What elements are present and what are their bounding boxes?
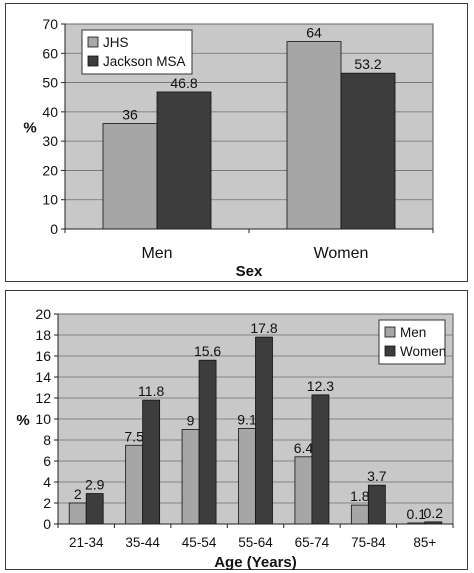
- x-category-label: 35-44: [125, 535, 160, 550]
- legend-swatch: [87, 36, 99, 48]
- y-tick-label: 12: [35, 390, 51, 406]
- x-category-label: 85+: [413, 535, 436, 550]
- legend: Men Women: [378, 319, 446, 365]
- y-tick-label: 20: [42, 162, 58, 178]
- legend-swatch: [384, 345, 396, 357]
- x-category-label: Women: [314, 245, 369, 262]
- legend-label: JHS: [103, 35, 129, 50]
- y-tick-label: 60: [42, 45, 58, 61]
- data-label: 46.8: [170, 75, 197, 91]
- data-label: 36: [122, 107, 138, 123]
- data-label: 3.7: [367, 468, 387, 484]
- data-label: 15.6: [194, 343, 221, 359]
- legend: JHS Jackson MSA: [81, 29, 193, 75]
- bar: [238, 428, 256, 525]
- legend-swatch: [384, 326, 396, 338]
- data-label: 12.3: [307, 378, 334, 394]
- legend-label: Women: [400, 344, 446, 359]
- sex-bar-chart: 0 10 20 30 40 50 60 70 Men 36 46.8 Women 64 53.2% Sex J…: [23, 16, 434, 280]
- bar: [294, 456, 313, 525]
- y-tick-label: 4: [43, 474, 51, 490]
- y-tick-label: 18: [35, 327, 51, 343]
- y-tick-label: 20: [35, 306, 51, 322]
- bar: [68, 502, 87, 525]
- legend-box: [81, 29, 193, 75]
- y-tick-label: 10: [35, 411, 51, 427]
- bar: [181, 429, 200, 525]
- bar: [255, 336, 273, 525]
- data-label: 17.8: [250, 320, 277, 336]
- y-tick-label: 0: [50, 221, 58, 237]
- x-category-label: 45-54: [182, 535, 217, 550]
- y-tick-label: 16: [35, 348, 51, 364]
- x-axis-title: Age (Years): [214, 554, 297, 571]
- bar: [125, 444, 144, 525]
- y-tick-label: 30: [42, 133, 58, 149]
- data-label: 2.9: [85, 477, 105, 493]
- y-tick-label: 0: [43, 516, 51, 532]
- chart-panel-age: 0 2 4 6 8 10 12 14 16 18 20 21-34 2 2.9 35-44 7.5 11.8 45…: [5, 290, 468, 571]
- y-tick-label: 50: [42, 75, 58, 91]
- legend-swatch: [87, 55, 99, 67]
- x-category-label: 75-84: [351, 535, 386, 550]
- y-tick-label: 6: [43, 453, 51, 469]
- y-axis-title: %: [23, 120, 36, 137]
- bar: [286, 41, 342, 230]
- data-label: 64: [306, 25, 322, 41]
- legend-label: Men: [400, 325, 426, 340]
- bar: [85, 493, 104, 525]
- bar: [350, 504, 369, 525]
- data-label: 6.4: [294, 440, 314, 456]
- age-bar-chart: 0246810121416182021-3422.935-447.511.845…: [16, 306, 454, 571]
- x-category-label: 55-64: [238, 535, 273, 550]
- bar: [142, 399, 161, 525]
- data-label: 53.2: [354, 56, 381, 72]
- bar: [102, 123, 158, 230]
- bar: [198, 359, 217, 525]
- data-label: 9.1: [237, 411, 257, 427]
- bar: [311, 394, 330, 525]
- y-axis-title: %: [16, 412, 29, 429]
- legend-label: Jackson MSA: [103, 54, 186, 69]
- y-tick-label: 14: [35, 369, 51, 385]
- bar: [156, 91, 212, 230]
- y-tick-label: 70: [42, 16, 58, 32]
- bar: [367, 484, 386, 525]
- chart-panel-sex: 0 10 20 30 40 50 60 70 Men 36 46.8 Women 64 53.2% Sex J…: [5, 3, 468, 282]
- data-label: 1.8: [350, 488, 370, 504]
- data-label: 7.5: [124, 428, 144, 444]
- data-label: 2: [74, 486, 82, 502]
- data-label: 0.2: [424, 505, 444, 521]
- x-category-label: 21-34: [69, 535, 104, 550]
- data-label: 9: [187, 413, 195, 429]
- bar: [340, 72, 396, 230]
- x-category-label: Men: [141, 245, 172, 262]
- data-label: 0.1: [407, 506, 427, 522]
- data-label: 11.8: [138, 383, 164, 399]
- x-axis-title: Sex: [236, 263, 263, 280]
- x-category-label: 65-74: [295, 535, 330, 550]
- y-tick-label: 8: [43, 432, 51, 448]
- y-tick-label: 2: [43, 495, 51, 511]
- y-tick-label: 40: [42, 104, 58, 120]
- y-tick-label: 10: [42, 192, 58, 208]
